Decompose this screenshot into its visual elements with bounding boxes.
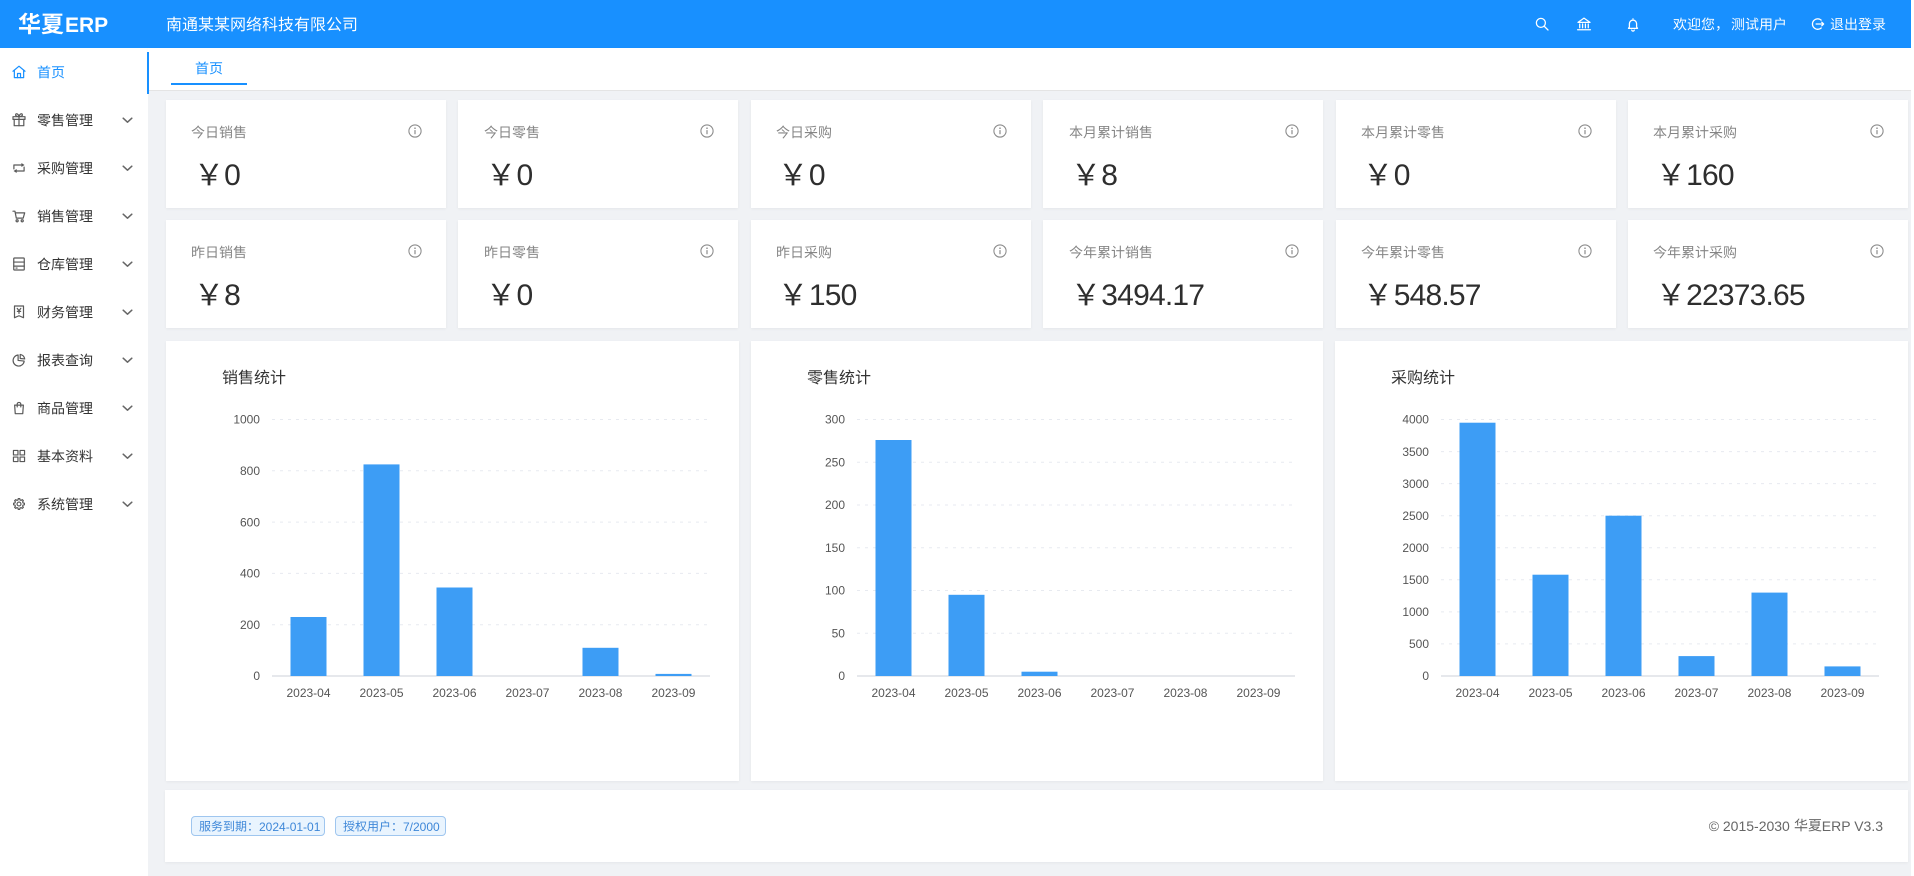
svg-text:1000: 1000 bbox=[233, 413, 260, 427]
svg-text:500: 500 bbox=[1409, 637, 1429, 651]
svg-text:2023-08: 2023-08 bbox=[1163, 686, 1207, 700]
svg-text:2023-06: 2023-06 bbox=[1017, 686, 1061, 700]
svg-text:1000: 1000 bbox=[1403, 605, 1430, 619]
svg-text:600: 600 bbox=[240, 515, 260, 529]
svg-text:0: 0 bbox=[253, 669, 260, 683]
svg-text:2023-09: 2023-09 bbox=[651, 686, 695, 700]
svg-text:2023-06: 2023-06 bbox=[433, 686, 477, 700]
svg-text:3500: 3500 bbox=[1403, 445, 1430, 459]
svg-text:0: 0 bbox=[838, 669, 845, 683]
svg-text:50: 50 bbox=[831, 626, 845, 640]
svg-text:2023-08: 2023-08 bbox=[1748, 686, 1792, 700]
svg-text:200: 200 bbox=[240, 618, 260, 632]
svg-text:2023-04: 2023-04 bbox=[1456, 686, 1500, 700]
svg-text:2000: 2000 bbox=[1403, 541, 1430, 555]
svg-text:100: 100 bbox=[825, 584, 845, 598]
svg-text:2023-04: 2023-04 bbox=[871, 686, 915, 700]
svg-text:1500: 1500 bbox=[1403, 573, 1430, 587]
svg-text:2023-08: 2023-08 bbox=[578, 686, 622, 700]
svg-text:200: 200 bbox=[825, 498, 845, 512]
svg-text:3000: 3000 bbox=[1403, 477, 1430, 491]
svg-text:300: 300 bbox=[825, 413, 845, 427]
svg-text:2023-09: 2023-09 bbox=[1236, 686, 1280, 700]
svg-text:4000: 4000 bbox=[1403, 413, 1430, 427]
svg-text:2023-07: 2023-07 bbox=[1675, 686, 1719, 700]
svg-text:2023-05: 2023-05 bbox=[944, 686, 988, 700]
svg-text:2023-05: 2023-05 bbox=[1529, 686, 1573, 700]
svg-text:2023-07: 2023-07 bbox=[505, 686, 549, 700]
svg-text:0: 0 bbox=[1423, 669, 1430, 683]
svg-text:250: 250 bbox=[825, 456, 845, 470]
svg-text:2023-09: 2023-09 bbox=[1821, 686, 1865, 700]
svg-text:2023-07: 2023-07 bbox=[1090, 686, 1134, 700]
svg-text:2023-06: 2023-06 bbox=[1602, 686, 1646, 700]
svg-text:400: 400 bbox=[240, 567, 260, 581]
svg-text:150: 150 bbox=[825, 541, 845, 555]
svg-text:2023-05: 2023-05 bbox=[360, 686, 404, 700]
svg-text:2500: 2500 bbox=[1403, 509, 1430, 523]
svg-text:800: 800 bbox=[240, 464, 260, 478]
svg-text:2023-04: 2023-04 bbox=[287, 686, 331, 700]
